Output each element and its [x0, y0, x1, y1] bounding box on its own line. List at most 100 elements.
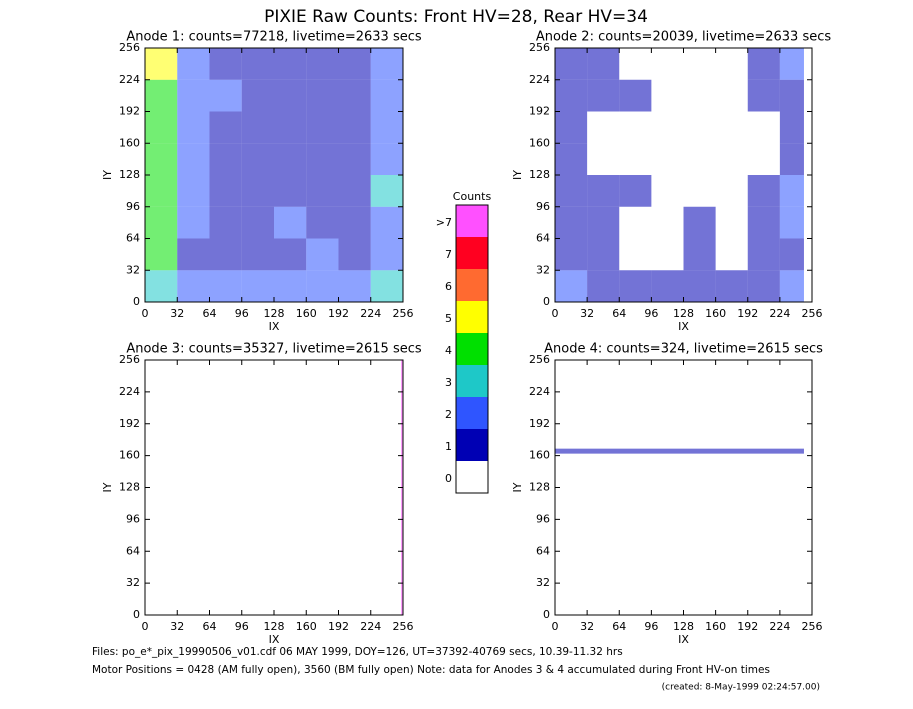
colorbar-cell: [456, 269, 488, 301]
heat-cell: [370, 238, 403, 271]
heat-cell: [370, 270, 403, 302]
heat-cell: [779, 79, 804, 112]
page-title: PIXIE Raw Counts: Front HV=28, Rear HV=3…: [264, 7, 648, 27]
heat-cell: [145, 238, 178, 271]
x-tick-label: 64: [203, 307, 217, 320]
y-tick-label: 96: [536, 512, 550, 525]
x-axis-label: IX: [269, 320, 280, 333]
heat-cell: [370, 79, 403, 112]
x-tick-label: 0: [142, 307, 149, 320]
heat-cell: [555, 79, 588, 112]
y-tick-label: 256: [119, 41, 140, 54]
heat-cell: [555, 270, 588, 302]
heat-cell: [747, 175, 780, 207]
x-tick-label: 160: [296, 620, 317, 633]
y-tick-label: 32: [536, 576, 550, 589]
x-tick-label: 0: [552, 307, 559, 320]
heat-cell: [587, 238, 620, 271]
y-tick-label: 0: [133, 295, 140, 308]
heat-cell: [747, 206, 780, 239]
heat-cell: [274, 111, 307, 144]
heat-cell: [683, 270, 716, 302]
heat-cell: [338, 238, 371, 271]
panel-title: Anode 3: counts=35327, livetime=2615 sec…: [126, 342, 422, 357]
heat-cell: [306, 79, 339, 112]
y-axis-label: IY: [101, 482, 114, 492]
heat-cell: [370, 206, 403, 239]
x-tick-label: 64: [612, 307, 626, 320]
heat-cell: [145, 79, 178, 112]
y-tick-label: 96: [126, 512, 140, 525]
panel-title: Anode 2: counts=20039, livetime=2633 sec…: [536, 30, 832, 45]
x-tick-label: 256: [802, 620, 823, 633]
heat-cell: [651, 270, 684, 302]
heat-cell: [209, 270, 242, 302]
heat-cell: [274, 238, 307, 271]
y-tick-label: 32: [126, 576, 140, 589]
y-tick-label: 0: [543, 608, 550, 621]
x-axis-label: IX: [269, 633, 280, 646]
heat-cell: [145, 175, 178, 207]
heat-cell: [274, 206, 307, 239]
heat-cell: [587, 48, 620, 80]
heat-cell: [747, 79, 780, 112]
heat-cell: [338, 175, 371, 207]
heat-cell: [306, 143, 339, 175]
colorbar-cell: [456, 301, 488, 333]
heat-cell: [338, 79, 371, 112]
colorbar-title: Counts: [453, 190, 492, 203]
heat-cell: [747, 238, 780, 271]
heat-cell: [241, 111, 274, 144]
colorbar-label: >7: [436, 216, 452, 229]
x-tick-label: 192: [328, 307, 349, 320]
heat-cell: [338, 48, 371, 80]
x-tick-label: 160: [296, 307, 317, 320]
heat-cell: [779, 175, 804, 207]
heat-cell: [779, 48, 804, 80]
heat-cell: [274, 48, 307, 80]
heat-cell: [747, 48, 780, 80]
heat-cell: [145, 48, 178, 80]
y-tick-label: 64: [126, 232, 140, 245]
heat-cell: [370, 111, 403, 144]
x-tick-label: 32: [170, 620, 184, 633]
heat-cell: [306, 270, 339, 302]
x-tick-label: 128: [673, 307, 694, 320]
y-tick-label: 32: [536, 263, 550, 276]
heat-cell: [241, 79, 274, 112]
x-tick-label: 224: [769, 307, 790, 320]
colorbar-label: 4: [445, 344, 452, 357]
heat-cell: [274, 79, 307, 112]
x-tick-label: 192: [328, 620, 349, 633]
x-tick-label: 96: [235, 307, 249, 320]
y-tick-label: 192: [119, 105, 140, 118]
colorbar-cell: [456, 365, 488, 397]
heat-cell: [209, 143, 242, 175]
panel-title: Anode 1: counts=77218, livetime=2633 sec…: [126, 30, 422, 45]
heat-cell: [370, 48, 403, 80]
colorbar-cell: [456, 237, 488, 269]
panel-title: Anode 4: counts=324, livetime=2615 secs: [544, 342, 823, 357]
x-tick-label: 32: [580, 620, 594, 633]
heat-cell: [209, 206, 242, 239]
heat-cell: [274, 143, 307, 175]
heat-cell: [306, 175, 339, 207]
heat-cell: [177, 143, 210, 175]
heat-cell: [241, 270, 274, 302]
colorbar-label: 1: [445, 440, 452, 453]
y-tick-label: 224: [529, 385, 550, 398]
heat-cell: [145, 143, 178, 175]
heat-cell: [209, 79, 242, 112]
heat-cell: [779, 238, 804, 271]
x-tick-label: 256: [802, 307, 823, 320]
y-tick-label: 192: [529, 417, 550, 430]
heat-cell: [587, 79, 620, 112]
y-tick-label: 128: [529, 481, 550, 494]
plot-frame: [554, 359, 813, 616]
heat-cell: [587, 206, 620, 239]
note: (created: 8-May-1999 02:24:57.00): [662, 683, 820, 693]
heat-cell: [306, 48, 339, 80]
heat-cell: [241, 238, 274, 271]
heat-cell: [587, 175, 620, 207]
y-tick-label: 128: [119, 168, 140, 181]
